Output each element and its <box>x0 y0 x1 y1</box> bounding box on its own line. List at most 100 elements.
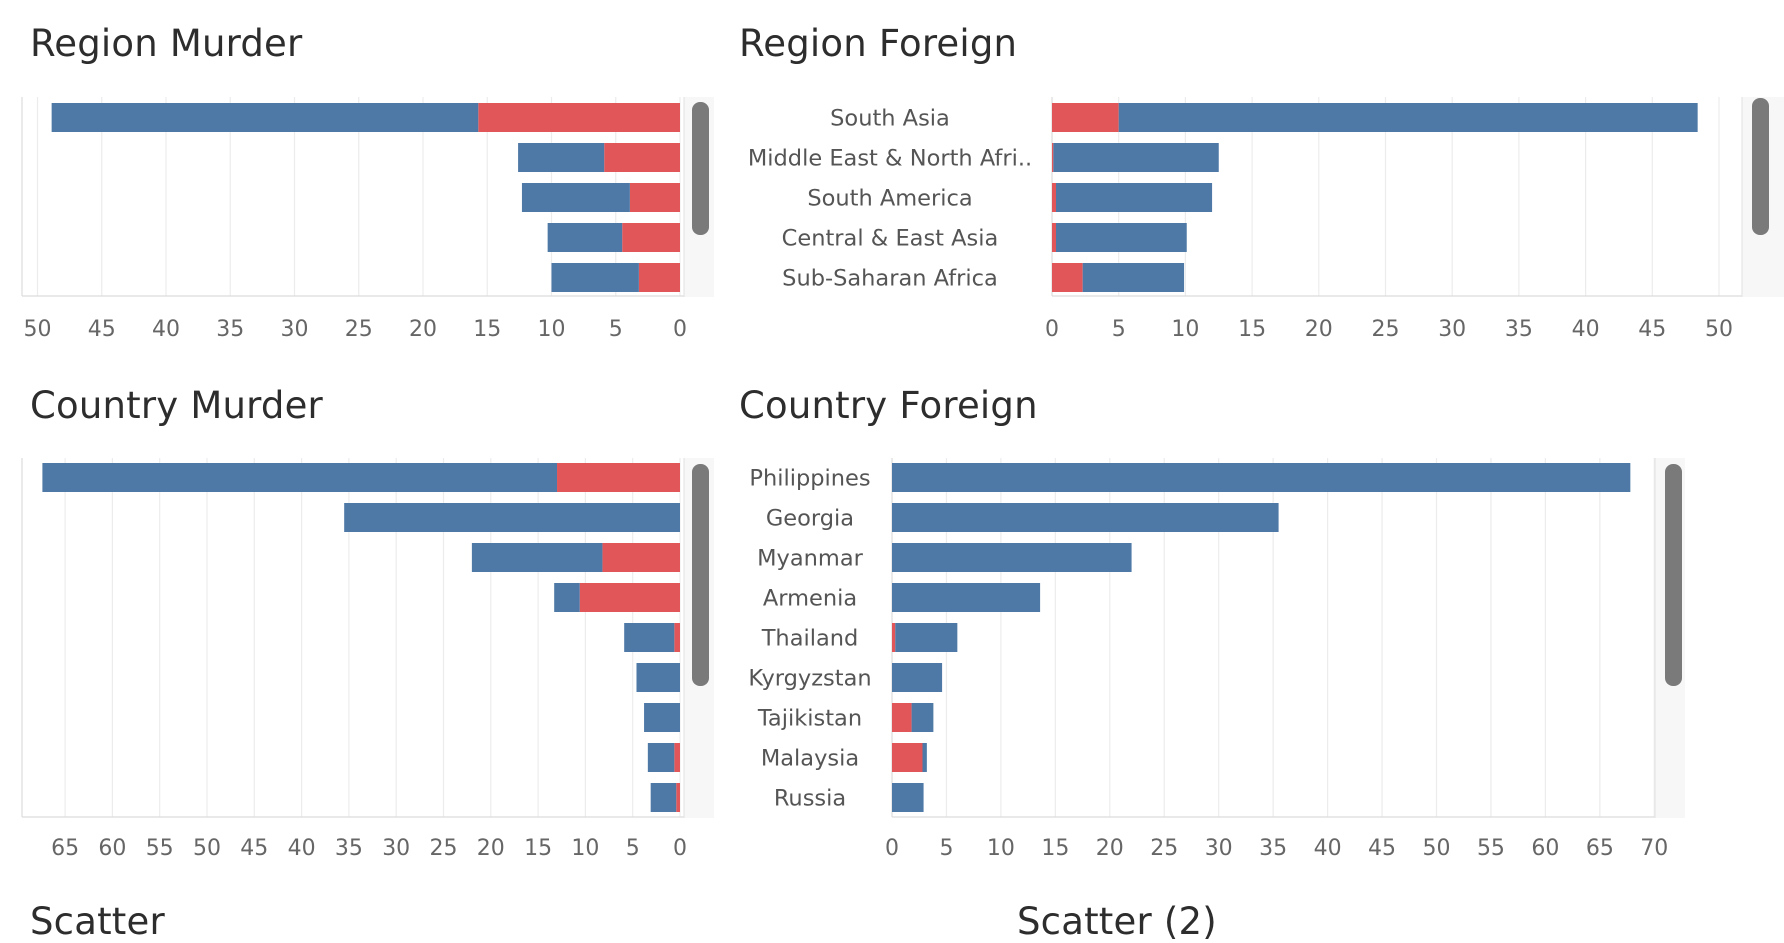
region_foreign-tick-label: 10 <box>1171 317 1199 342</box>
region_foreign-category-label: South America <box>807 186 972 212</box>
country_foreign-scrollbar-thumb[interactable] <box>1665 464 1682 686</box>
country_foreign-category-label: Malaysia <box>761 746 859 772</box>
region_murder-bar-red <box>478 103 680 132</box>
country_foreign-bar-blue <box>895 623 958 652</box>
country-foreign-title: Country Foreign <box>739 384 1038 427</box>
region_foreign-tick-label: 45 <box>1638 317 1666 342</box>
country_foreign-tick-label: 0 <box>885 836 899 861</box>
region_murder-chart: 50 45 40 35 30 25 20 15 10 5 0 <box>21 97 714 342</box>
country_foreign-tick-label: 35 <box>1259 836 1287 861</box>
country_foreign-category-label: Russia <box>774 786 846 812</box>
country_foreign-bar-red <box>892 623 896 652</box>
country_foreign-bar-blue <box>892 583 1041 612</box>
country_foreign-bar-red <box>892 703 912 732</box>
country_murder-bar-blue <box>344 503 680 532</box>
country_murder-bar-red <box>674 743 680 772</box>
country_foreign-bar-blue <box>892 543 1132 572</box>
region_murder-tick-label: 50 <box>24 317 52 342</box>
region_foreign-tick-label: 5 <box>1112 317 1126 342</box>
country_foreign-bar-blue <box>892 663 943 692</box>
region_foreign-tick-label: 15 <box>1238 317 1266 342</box>
country_murder-bar-red <box>674 623 680 652</box>
region_murder-bar-red <box>622 223 680 252</box>
country_foreign-category-label: Armenia <box>763 586 857 612</box>
region_foreign-bar-red <box>1052 223 1057 252</box>
country_foreign-bar-blue <box>892 783 924 812</box>
region-murder-title: Region Murder <box>30 22 303 65</box>
country_murder-chart: 65 60 55 50 45 40 35 30 25 20 15 10 5 0 <box>21 458 714 861</box>
region_foreign-category-label: Central & East Asia <box>782 226 999 252</box>
country_murder-tick-label: 10 <box>571 836 599 861</box>
country_foreign-category-label: Thailand <box>761 626 859 652</box>
country_foreign-bar-red <box>892 743 923 772</box>
country_foreign-tick-label: 10 <box>987 836 1015 861</box>
country_foreign-category-label: Myanmar <box>757 546 863 572</box>
country_murder-bar-red <box>579 583 680 612</box>
region_murder-bar-blue <box>547 223 623 252</box>
region_murder-tick-label: 25 <box>345 317 373 342</box>
country_murder-bar-blue <box>636 663 680 692</box>
country_foreign-bar-blue <box>892 503 1279 532</box>
country_murder-tick-label: 55 <box>146 836 174 861</box>
region_murder-scrollbar-thumb[interactable] <box>692 102 709 235</box>
region_foreign-scrollbar-thumb[interactable] <box>1752 98 1769 235</box>
country_foreign-bar-blue <box>911 703 934 732</box>
region_foreign-bar-blue <box>1053 143 1219 172</box>
country_murder-tick-label: 40 <box>288 836 316 861</box>
country_foreign-tick-label: 50 <box>1423 836 1451 861</box>
region_murder-tick-label: 35 <box>216 317 244 342</box>
country_murder-scrollbar-thumb[interactable] <box>692 464 709 686</box>
country_murder-tick-label: 35 <box>335 836 363 861</box>
region_foreign-tick-label: 30 <box>1438 317 1466 342</box>
country_murder-tick-label: 20 <box>477 836 505 861</box>
country_murder-bar-blue <box>650 783 677 812</box>
country_murder-tick-label: 60 <box>98 836 126 861</box>
region_foreign-bar-red <box>1052 183 1057 212</box>
region_murder-bar-blue <box>521 183 630 212</box>
region_foreign-tick-label: 35 <box>1505 317 1533 342</box>
region_murder-tick-label: 0 <box>673 317 687 342</box>
country_foreign-tick-label: 70 <box>1640 836 1668 861</box>
region_foreign-bar-blue <box>1056 223 1187 252</box>
region_foreign-tick-label: 0 <box>1045 317 1059 342</box>
region_murder-bar-red <box>629 183 680 212</box>
country_foreign-tick-label: 5 <box>939 836 953 861</box>
country_murder-tick-label: 25 <box>430 836 458 861</box>
country_murder-tick-label: 65 <box>51 836 79 861</box>
country_murder-tick-label: 30 <box>382 836 410 861</box>
country_foreign-category-label: Georgia <box>766 506 854 532</box>
country_murder-tick-label: 50 <box>193 836 221 861</box>
region_murder-bar-red <box>604 143 680 172</box>
country_murder-bar-blue <box>624 623 675 652</box>
region_murder-bar-red <box>638 263 680 292</box>
region_foreign-bar-blue <box>1118 103 1698 132</box>
region_murder-tick-label: 10 <box>538 317 566 342</box>
region_foreign-tick-label: 40 <box>1572 317 1600 342</box>
region_foreign-tick-label: 50 <box>1705 317 1733 342</box>
region_foreign-tick-label: 25 <box>1372 317 1400 342</box>
country_foreign-bar-blue <box>922 743 927 772</box>
region_foreign-category-label: South Asia <box>830 106 950 132</box>
country_foreign-tick-label: 20 <box>1096 836 1124 861</box>
country_foreign-tick-label: 40 <box>1314 836 1342 861</box>
country_murder-tick-label: 15 <box>524 836 552 861</box>
region_murder-bar-blue <box>551 263 639 292</box>
country_murder-bar-red <box>557 463 680 492</box>
region_murder-bar-blue <box>51 103 479 132</box>
country_foreign-tick-label: 60 <box>1531 836 1559 861</box>
country_foreign-chart: Philippines Georgia Myanmar Armenia Thailand… <box>748 458 1685 861</box>
country_murder-bar-red <box>602 543 680 572</box>
country_foreign-tick-label: 30 <box>1205 836 1233 861</box>
country-murder-title: Country Murder <box>30 384 323 427</box>
country_murder-bar-red <box>676 783 680 812</box>
country_murder-bar-blue <box>471 543 603 572</box>
region_murder-tick-label: 45 <box>88 317 116 342</box>
country_foreign-tick-label: 55 <box>1477 836 1505 861</box>
country_murder-tick-label: 45 <box>240 836 268 861</box>
region_murder-tick-label: 30 <box>281 317 309 342</box>
region_murder-bar-blue <box>518 143 605 172</box>
region_foreign-bar-red <box>1052 263 1083 292</box>
region_foreign-bar-blue <box>1082 263 1185 292</box>
region_murder-tick-label: 40 <box>152 317 180 342</box>
